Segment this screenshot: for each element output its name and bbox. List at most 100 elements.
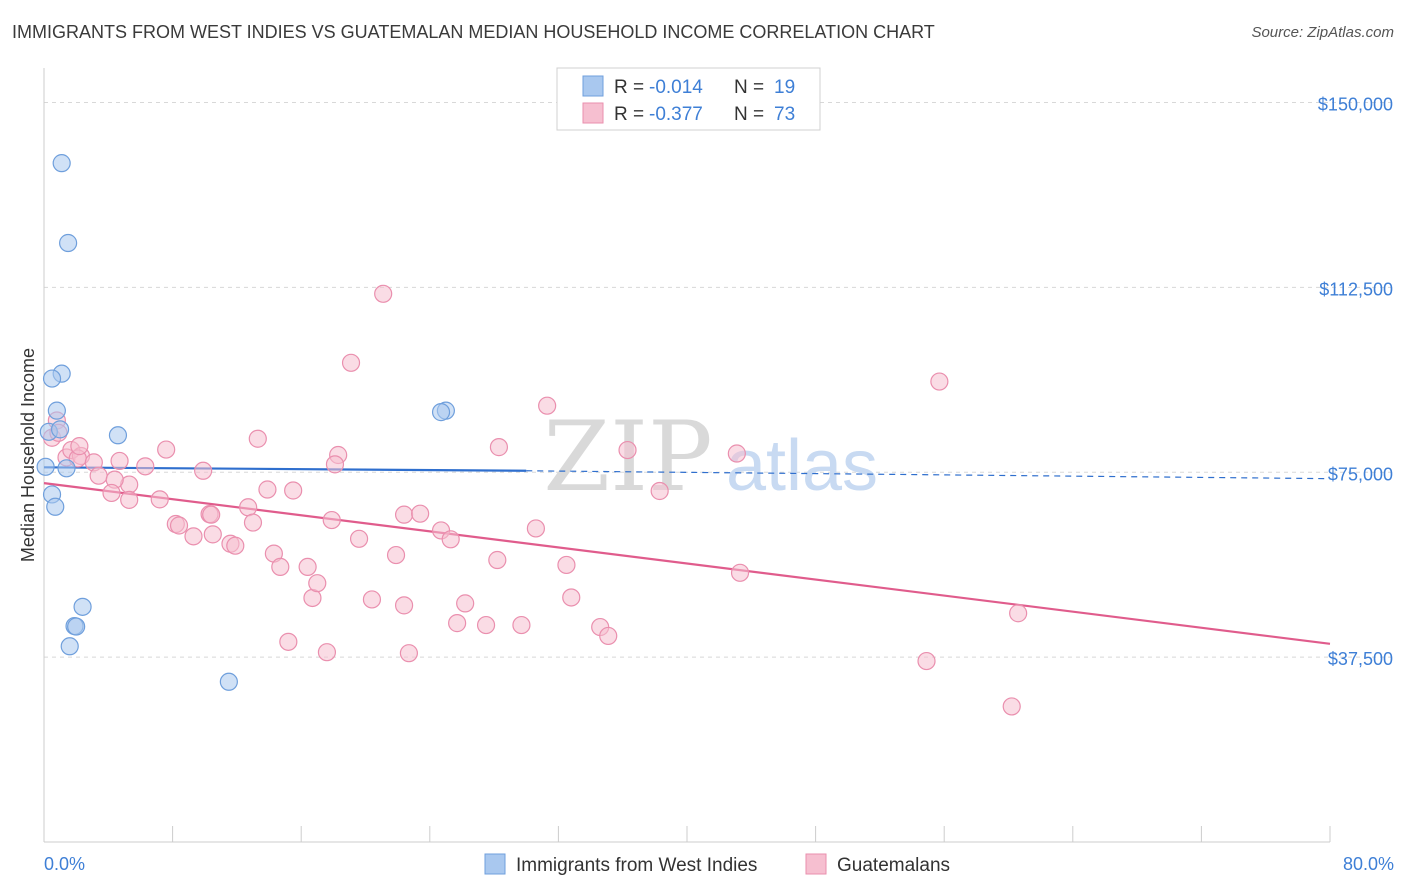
- pink-point: [394, 596, 414, 615]
- pink-point: [258, 480, 277, 499]
- pink-point: [203, 525, 222, 544]
- pink-point: [102, 483, 121, 503]
- blue-point: [52, 154, 71, 173]
- pink-point: [284, 481, 303, 500]
- y-tick-label: $75,000: [1328, 464, 1393, 484]
- source-label: Source: ZipAtlas.com: [1251, 24, 1394, 41]
- pink-point: [730, 563, 750, 582]
- pink-point: [456, 594, 475, 613]
- pink-point: [157, 440, 176, 459]
- legend-n-value-blue: 19: [774, 77, 795, 98]
- series-legend: Immigrants from West Indies Guatemalans: [484, 853, 950, 876]
- blue-point: [42, 369, 62, 388]
- pink-point: [322, 510, 341, 530]
- gridlines: [44, 102, 1394, 658]
- x-tick-label-max: 80.0%: [1343, 854, 1394, 874]
- pink-point: [298, 557, 317, 577]
- pink-point: [512, 615, 531, 635]
- pink-point: [917, 651, 936, 671]
- y-tick-labels: $37,500 $75,000 $112,500 $150,000: [1318, 95, 1393, 670]
- legend-r-label: R =: [614, 104, 644, 125]
- pink-point: [325, 455, 345, 474]
- pink-point: [526, 519, 545, 538]
- blue-point: [47, 401, 66, 420]
- pink-point: [239, 498, 258, 517]
- pink-point: [930, 372, 949, 391]
- legend-item-guatemalans: Guatemalans: [837, 855, 950, 876]
- blue-point: [36, 457, 55, 476]
- data-points: [36, 154, 1028, 716]
- blue-point: [60, 637, 79, 656]
- pink-point: [386, 545, 406, 565]
- chart-title: IMMIGRANTS FROM WEST INDIES VS GUATEMALA…: [12, 22, 935, 42]
- x-tick-label-min: 0.0%: [44, 854, 85, 874]
- blue-trend-extension: [526, 470, 1331, 480]
- pink-point: [194, 461, 213, 480]
- legend-swatch-pink: [582, 102, 604, 124]
- legend-item-guatemalans-swatch: [805, 853, 827, 875]
- legend-n-value-pink: 73: [774, 104, 795, 125]
- pink-point: [202, 505, 221, 524]
- axes: [43, 68, 1331, 843]
- pink-trend-line: [43, 482, 1331, 645]
- watermark-atlas: atlas: [726, 426, 878, 506]
- pink-point: [476, 615, 496, 635]
- pink-point: [538, 396, 557, 415]
- legend-item-west-indies: Immigrants from West Indies: [516, 855, 757, 876]
- legend-item-west-indies-swatch: [484, 853, 506, 875]
- blue-point: [73, 597, 92, 616]
- pink-point: [441, 530, 460, 549]
- pink-point: [727, 444, 746, 463]
- pink-point: [150, 490, 169, 509]
- correlation-legend: R = -0.014 N = 19 R = -0.377 N = 73: [556, 67, 821, 131]
- legend-swatch-blue: [582, 75, 604, 97]
- pink-point: [349, 529, 369, 548]
- pink-point: [650, 481, 669, 501]
- blue-point: [59, 233, 78, 253]
- legend-n-label: N =: [734, 77, 764, 98]
- pink-point: [308, 574, 327, 593]
- pink-point: [399, 644, 419, 663]
- pink-point: [362, 590, 382, 609]
- blue-point: [67, 617, 86, 636]
- pink-point: [317, 643, 337, 662]
- pink-point: [70, 437, 89, 456]
- pink-point: [394, 505, 414, 524]
- pink-point: [184, 527, 203, 546]
- legend-r-value-blue: -0.014: [649, 77, 703, 98]
- pink-point: [1009, 604, 1028, 623]
- legend-n-label: N =: [734, 104, 764, 125]
- blue-point: [219, 672, 238, 691]
- pink-point: [120, 490, 139, 509]
- blue-point: [46, 497, 65, 516]
- y-tick-label: $37,500: [1328, 649, 1393, 669]
- pink-point: [226, 536, 245, 555]
- blue-point: [50, 420, 70, 439]
- pink-point: [279, 632, 298, 651]
- pink-point: [136, 457, 155, 476]
- blue-point: [431, 403, 451, 422]
- pink-point: [557, 555, 576, 575]
- pink-point: [89, 466, 108, 485]
- pink-point: [1002, 697, 1021, 716]
- pink-point: [169, 516, 189, 535]
- legend-r-label: R =: [614, 77, 644, 98]
- pink-point: [110, 451, 129, 471]
- pink-point: [599, 626, 618, 646]
- blue-point: [108, 426, 128, 445]
- y-axis-label: Median Household Income: [18, 348, 38, 562]
- blue-point: [57, 459, 76, 478]
- y-tick-label: $112,500: [1319, 279, 1393, 299]
- pink-point: [618, 440, 637, 460]
- legend-r-value-pink: -0.377: [649, 104, 703, 125]
- y-tick-label: $150,000: [1318, 95, 1393, 115]
- pink-point: [562, 588, 581, 607]
- pink-point: [271, 557, 290, 577]
- pink-point: [341, 353, 361, 372]
- pink-point: [448, 614, 467, 633]
- pink-point: [488, 550, 507, 570]
- pink-point: [374, 284, 393, 303]
- pink-point: [248, 429, 267, 448]
- pink-point: [411, 504, 430, 523]
